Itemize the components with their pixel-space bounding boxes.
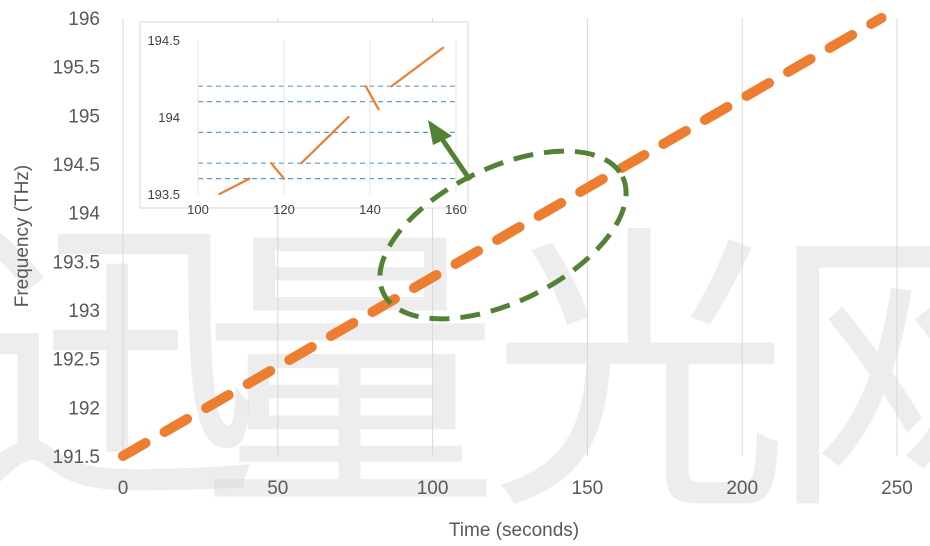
y-tick-label: 193 bbox=[68, 301, 100, 322]
inset-tick-labels: 100 120 140 160 193.5 194 194.5 bbox=[147, 33, 466, 217]
main-series bbox=[118, 13, 887, 461]
inset-background bbox=[139, 21, 469, 209]
y-tick-label: 196 bbox=[68, 9, 100, 30]
x-tick-label: 50 bbox=[267, 478, 288, 499]
x-axis-title: Time (seconds) bbox=[449, 520, 579, 541]
inset-gridlines bbox=[197, 40, 457, 194]
zoom-arrow-head bbox=[428, 120, 452, 145]
x-tick-label: 150 bbox=[572, 478, 604, 499]
series-line-0 bbox=[118, 13, 887, 461]
y-tick-label: 193.5 bbox=[52, 252, 100, 273]
y-tick-label: 195 bbox=[68, 106, 100, 127]
inset-segment-3 bbox=[364, 85, 380, 111]
inset-y-tick-label: 193.5 bbox=[147, 187, 180, 202]
inset-y-tick-label: 194.5 bbox=[147, 33, 180, 48]
zoom-ellipse bbox=[377, 148, 629, 322]
y-tick-label: 195.5 bbox=[52, 58, 100, 79]
y-tick-label: 191.5 bbox=[52, 447, 100, 468]
y-tick-label: 194.5 bbox=[52, 155, 100, 176]
inset-x-tick-label: 140 bbox=[359, 202, 381, 217]
y-tick-label: 192.5 bbox=[52, 350, 100, 371]
inset-x-tick-label: 120 bbox=[273, 202, 295, 217]
inset-segment-1 bbox=[270, 162, 286, 180]
y-tick-label: 194 bbox=[68, 204, 100, 225]
x-tick-label: 0 bbox=[118, 478, 129, 499]
x-tick-label: 250 bbox=[881, 478, 913, 499]
zoom-annotation bbox=[377, 120, 629, 322]
y-tick-label: 192 bbox=[68, 398, 100, 419]
watermark-glyph: 光 bbox=[490, 202, 790, 546]
inset-x-tick-label: 160 bbox=[445, 202, 467, 217]
watermark-glyph: 迅 bbox=[0, 192, 260, 541]
y-axis-title: Frequency (THz) bbox=[12, 165, 33, 308]
zoom-arrow-shaft bbox=[437, 134, 473, 182]
inset-chart: 100 120 140 160 193.5 194 194.5 bbox=[139, 21, 469, 217]
inset-series bbox=[218, 46, 445, 196]
watermark-glyph: 网 bbox=[770, 202, 930, 546]
main-tick-labels: 0 50 100 150 200 250191.5192192.5193193.51941… bbox=[52, 9, 912, 499]
inset-segment-0 bbox=[218, 177, 251, 196]
inset-segment-2 bbox=[300, 115, 350, 165]
inset-x-tick-label: 100 bbox=[187, 202, 209, 217]
inset-segment-4 bbox=[390, 46, 445, 88]
inset-y-tick-label: 194 bbox=[158, 110, 180, 125]
x-tick-label: 100 bbox=[417, 478, 449, 499]
x-tick-label: 200 bbox=[726, 478, 758, 499]
watermark-glyph: 量 bbox=[200, 202, 500, 546]
